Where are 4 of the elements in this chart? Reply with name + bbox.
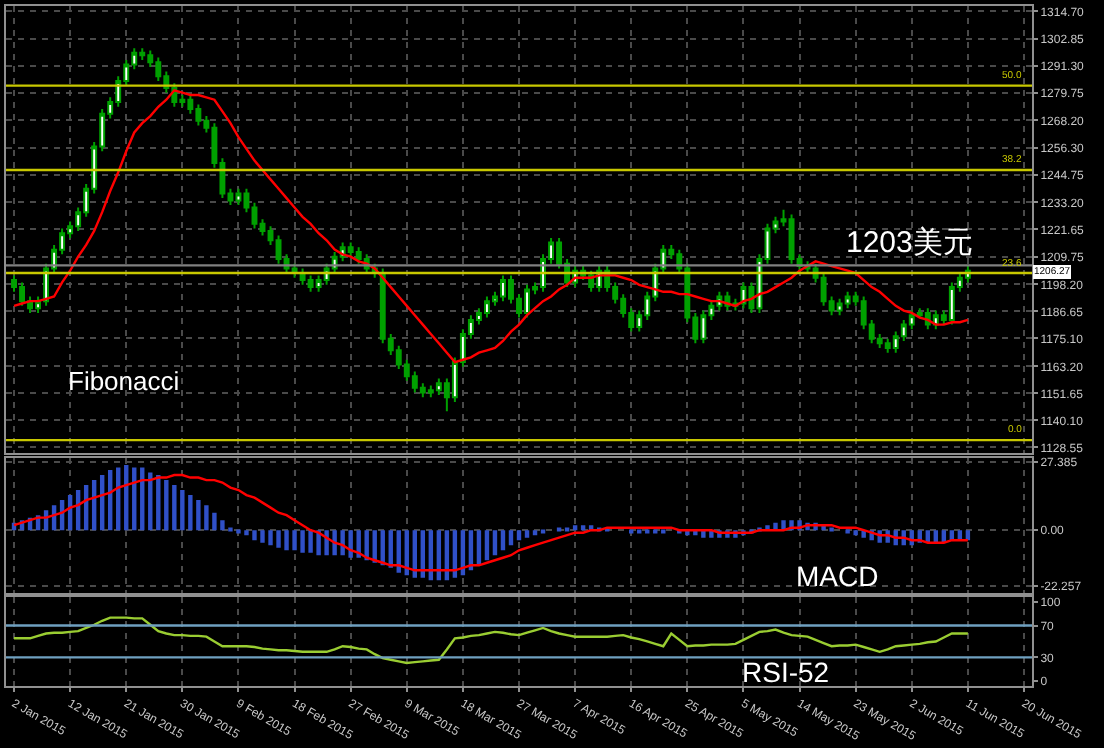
annotation: Fibonacci — [68, 366, 180, 396]
annotation: 1203美元 — [846, 226, 973, 260]
annotation: MACD — [796, 560, 879, 592]
annotation: RSI-52 — [742, 656, 830, 688]
